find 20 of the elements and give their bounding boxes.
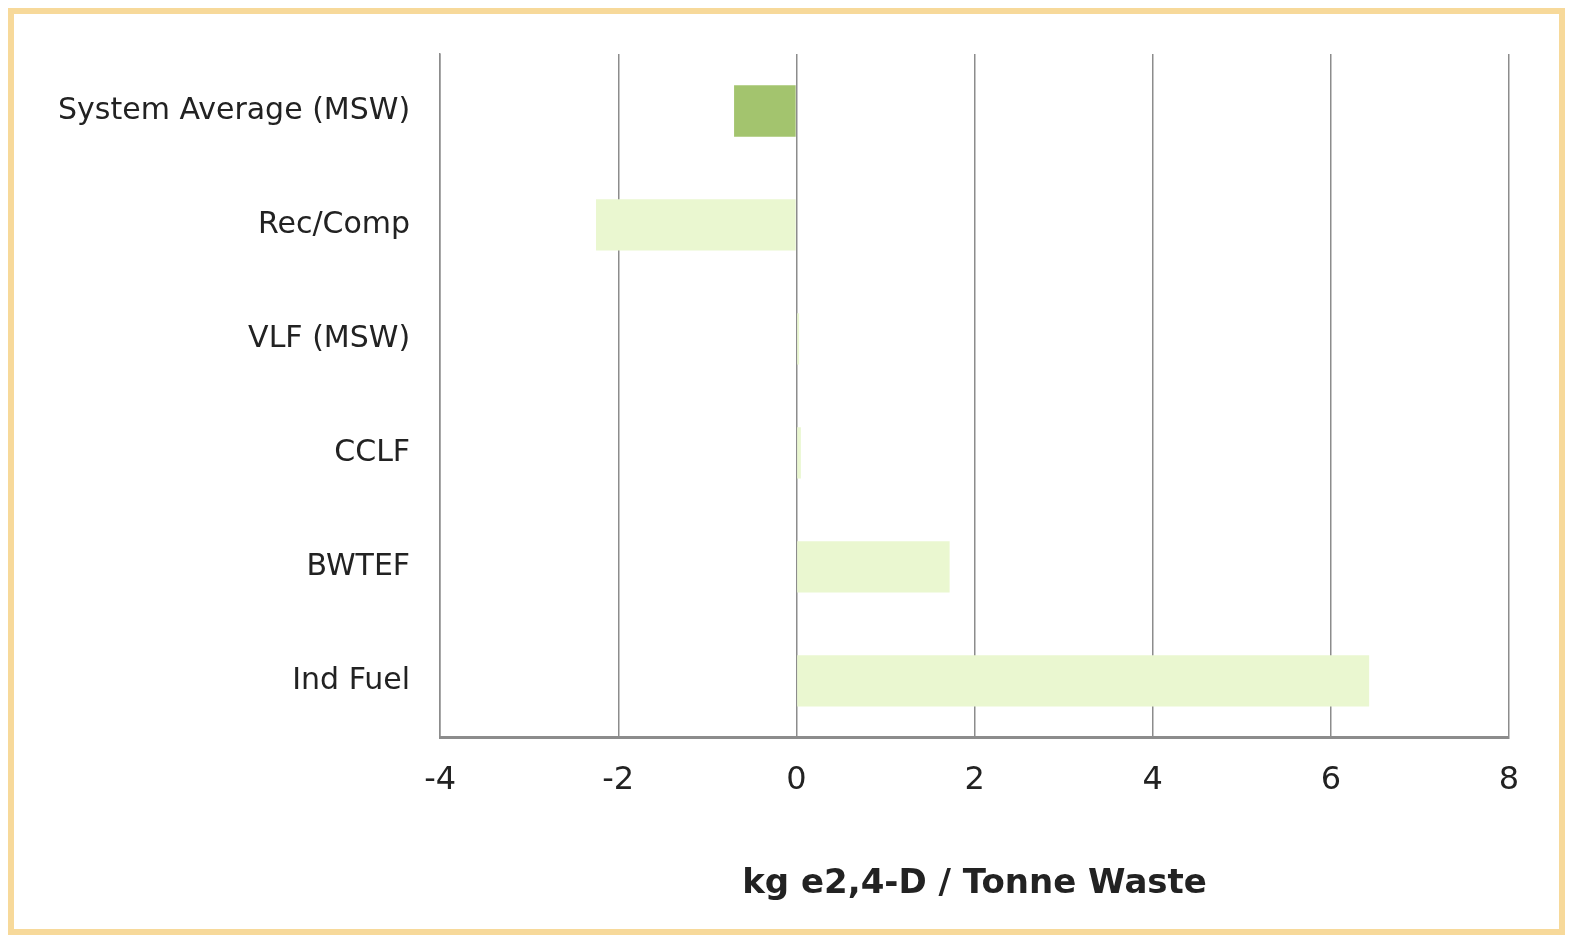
x-tick-label: 4 [1142, 759, 1163, 798]
x-tick-label: 0 [786, 759, 807, 798]
bar [797, 655, 1370, 707]
y-tick-label: VLF (MSW) [248, 318, 411, 354]
x-tick-label: 2 [964, 759, 985, 798]
x-tick-label: 8 [1498, 759, 1520, 798]
x-tick-label: -4 [424, 759, 457, 798]
y-tick-label: System Average (MSW) [57, 90, 411, 126]
bar [797, 427, 801, 479]
y-tick-label: CCLF [334, 432, 411, 468]
bar [734, 85, 796, 137]
x-tick-label: -2 [602, 759, 635, 798]
y-tick-label: Rec/Comp [258, 204, 411, 240]
y-tick-label: BWTEF [306, 546, 411, 582]
x-tick-label: 6 [1320, 759, 1342, 798]
y-tick-label: Ind Fuel [292, 660, 411, 696]
page-frame: kg e2,4-D / Tonne Waste -4 -2 0 2 4 6 8 System Average (MSW) Rec/Comp VLF (MSW) CCLF BWTEF Ind Fuel [8, 8, 1565, 935]
bar [596, 199, 796, 251]
x-axis-title: kg e2,4-D / Tonne Waste [742, 861, 1207, 902]
bar [797, 541, 950, 593]
